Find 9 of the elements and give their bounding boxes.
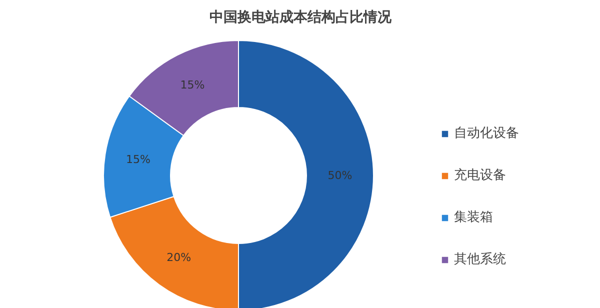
legend-label: 其他系统 bbox=[454, 251, 506, 268]
chart-title: 中国换电站成本结构占比情况 bbox=[210, 10, 392, 26]
legend-label: 充电设备 bbox=[454, 167, 506, 184]
legend-label: 集装箱 bbox=[454, 209, 493, 226]
data-label: 15% bbox=[180, 78, 205, 92]
data-label: 20% bbox=[166, 251, 192, 264]
data-label: 50% bbox=[328, 169, 352, 182]
legend-label: 自动化设备 bbox=[454, 125, 519, 142]
data-label: 15% bbox=[126, 153, 150, 166]
